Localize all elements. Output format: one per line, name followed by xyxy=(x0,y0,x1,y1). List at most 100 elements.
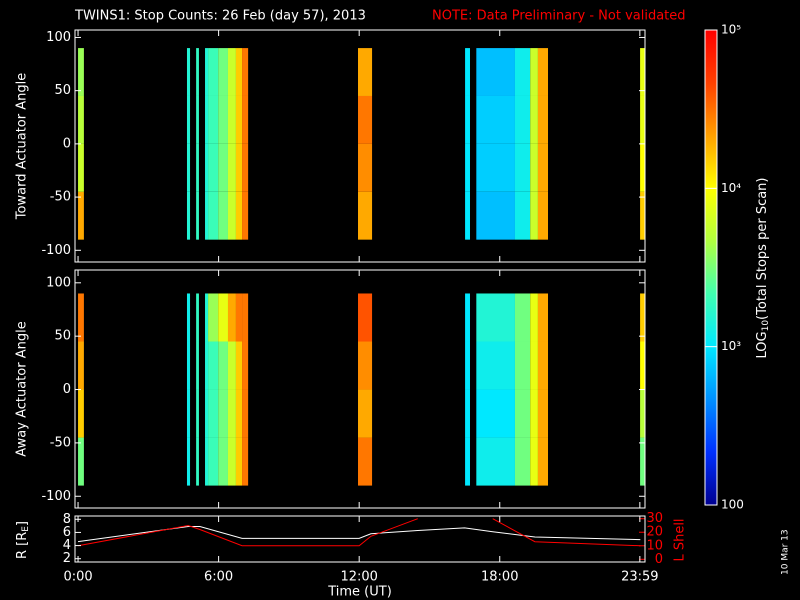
heatmap-cell xyxy=(514,143,531,192)
y2-tick-label: 30 xyxy=(646,511,663,526)
panel-frame xyxy=(74,515,646,563)
heatmap-cell xyxy=(465,191,470,240)
heatmap-cell xyxy=(242,48,249,96)
y-tick-label: 100 xyxy=(46,275,71,290)
heatmap-cell xyxy=(537,143,549,192)
y2-tick-label: 0 xyxy=(655,552,663,567)
heatmap-cell xyxy=(476,437,515,486)
heatmap-cell xyxy=(358,48,373,96)
heatmap-cell xyxy=(186,293,191,342)
heatmap-cell xyxy=(227,48,236,96)
heatmap-cell xyxy=(514,191,531,240)
heatmap-cell xyxy=(78,143,84,192)
heatmap-cell xyxy=(514,48,531,96)
y2-tick-label: 20 xyxy=(646,525,663,540)
heatmap-cell xyxy=(640,389,645,438)
heatmap-cell xyxy=(218,191,228,240)
heatmap-cell xyxy=(235,191,243,240)
heatmap-cell xyxy=(235,293,243,342)
heatmap-cell xyxy=(186,389,191,438)
chart-title: TWINS1: Stop Counts: 26 Feb (day 57), 20… xyxy=(74,9,366,24)
heatmap-cell xyxy=(242,191,249,240)
heatmap-cell xyxy=(205,341,209,390)
heatmap-cell xyxy=(537,389,549,438)
heatmap-cell xyxy=(186,95,191,144)
heatmap-cell xyxy=(242,437,249,486)
y-tick-label: -50 xyxy=(50,190,71,205)
heatmap-cell xyxy=(465,389,470,438)
heatmap-cell xyxy=(196,437,199,486)
heatmap-cell xyxy=(242,143,249,192)
heatmap-cell xyxy=(537,437,549,486)
y2-axis-label: L Shell xyxy=(673,518,688,561)
heatmap-cell xyxy=(208,143,219,192)
heatmap-cell xyxy=(227,341,236,390)
heatmap-cell xyxy=(537,48,549,96)
heatmap-cell xyxy=(78,191,84,240)
heatmap-cell xyxy=(640,293,645,342)
heatmap-cell xyxy=(514,437,531,486)
heatmap-cell xyxy=(186,48,191,96)
heatmap-cell xyxy=(476,293,515,342)
heatmap-cell xyxy=(530,143,538,192)
heatmap-cell xyxy=(530,437,538,486)
heatmap-cell xyxy=(78,48,84,96)
heatmap-cell xyxy=(640,341,645,390)
heatmap-cell xyxy=(242,341,249,390)
heatmap-cell xyxy=(530,48,538,96)
x-tick-label: 0:00 xyxy=(63,570,92,585)
heatmap-cell xyxy=(186,191,191,240)
heatmap-cell xyxy=(218,341,228,390)
y-tick-label: -100 xyxy=(41,489,71,504)
y-axis-label: R [RE] xyxy=(15,521,31,559)
heatmap-cell xyxy=(465,48,470,96)
heatmap-cell xyxy=(205,389,209,438)
heatmap-cell xyxy=(530,341,538,390)
heatmap-cell xyxy=(358,437,373,486)
colorbar-tick-label: 10⁴ xyxy=(721,181,741,195)
heatmap-cell xyxy=(196,389,199,438)
heatmap-cell xyxy=(530,389,538,438)
heatmap-cell xyxy=(205,48,209,96)
heatmap-cell xyxy=(476,95,515,144)
line-series xyxy=(492,518,641,547)
heatmap-cell xyxy=(358,143,373,192)
y-tick-label: 0 xyxy=(63,382,71,397)
y-tick-label: 50 xyxy=(54,329,71,344)
heatmap-cell xyxy=(358,191,373,240)
heatmap-cell xyxy=(476,191,515,240)
y-tick-label: 0 xyxy=(63,136,71,151)
heatmap-cell xyxy=(537,341,549,390)
heatmap-cell xyxy=(227,191,236,240)
heatmap-cell xyxy=(218,95,228,144)
heatmap-cell xyxy=(196,95,199,144)
lines xyxy=(77,518,641,547)
heatmap-cell xyxy=(358,293,373,342)
y-tick-label: -50 xyxy=(50,435,71,450)
heatmap-cell xyxy=(358,389,373,438)
heatmap-cell xyxy=(514,293,531,342)
heatmap-cell xyxy=(465,293,470,342)
heatmap-cell xyxy=(205,143,209,192)
heatmap-cell xyxy=(186,341,191,390)
heatmap-cell xyxy=(208,191,219,240)
heatmap-cell xyxy=(205,437,209,486)
heatmap-cell xyxy=(514,341,531,390)
heatmap-cell xyxy=(640,437,645,486)
date-stamp: 10 Mar 13 xyxy=(781,529,791,575)
heatmap-cell xyxy=(205,191,209,240)
heatmap-cell xyxy=(465,341,470,390)
heatmap-cell xyxy=(465,143,470,192)
heatmap-cell xyxy=(78,95,84,144)
heatmap-cell xyxy=(78,437,84,486)
note: NOTE: Data Preliminary - Not validated xyxy=(432,9,686,24)
heatmap-cell xyxy=(465,95,470,144)
heatmap-cell xyxy=(640,191,645,240)
heatmap-cell xyxy=(476,48,515,96)
heatmap-cell xyxy=(218,143,228,192)
heatmap-cell xyxy=(242,95,249,144)
x-axis-label: Time (UT) xyxy=(327,585,392,600)
colorbar-label: LOG10(Total Stops per Scan) xyxy=(755,178,771,359)
heatmap-cell xyxy=(78,389,84,438)
heatmap-cell xyxy=(530,95,538,144)
